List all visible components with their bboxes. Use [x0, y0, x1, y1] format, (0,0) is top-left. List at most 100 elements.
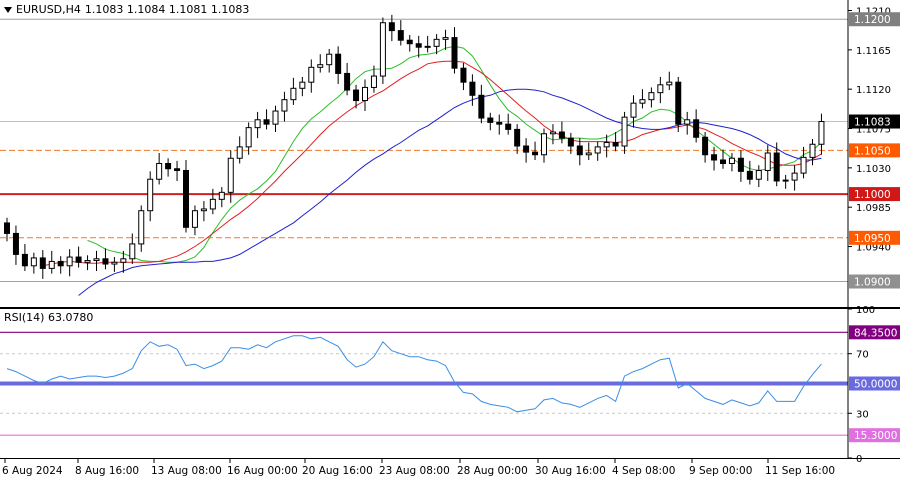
candle-body: [585, 152, 592, 156]
candle-body: [165, 162, 172, 170]
time-tick-label: 6 Aug 2024: [2, 465, 63, 477]
chart-header: EURUSD,H4 1.1083 1.1084 1.1081 1.1083: [4, 3, 249, 16]
rsi-level-label: 50.0000: [854, 379, 897, 391]
candle-body: [720, 159, 726, 164]
candle-body: [532, 151, 539, 156]
candle-body: [433, 38, 440, 47]
price-tick-label: 1.1030: [856, 164, 891, 175]
candle-body: [254, 119, 261, 129]
candle-body: [728, 157, 735, 164]
candle-body: [236, 146, 243, 159]
rsi-tick-label: 30: [856, 409, 869, 420]
candle-body: [147, 178, 154, 212]
current-price-badge: [849, 114, 900, 129]
candle-body: [549, 131, 556, 135]
candle-body: [245, 127, 252, 148]
candle-body: [39, 257, 46, 269]
candle-body: [451, 37, 458, 69]
level-badge-label: 1.1050: [854, 145, 891, 157]
price-tick-label: 1.1165: [856, 46, 891, 57]
price-tick-label: 1.0940: [856, 243, 891, 254]
time-tick-label: 28 Aug 00:00: [457, 465, 528, 477]
level-badge: [849, 187, 900, 202]
rsi-tick-label: 0: [856, 454, 862, 465]
candle-body: [800, 156, 807, 174]
ma-line: [42, 60, 822, 267]
candle-body: [21, 253, 28, 267]
candle-body: [138, 210, 145, 245]
price-tick-label: 1.1075: [856, 125, 891, 136]
candle-body: [746, 170, 753, 180]
dropdown-triangle-icon[interactable]: [4, 6, 12, 13]
candle-body: [209, 198, 216, 210]
candle-body: [567, 137, 574, 147]
level-badge: [849, 230, 900, 245]
candle-body: [326, 53, 333, 66]
candle-body: [281, 99, 288, 112]
time-tick-label: 11 Sep 16:00: [765, 465, 835, 477]
rsi-level-badge: [849, 325, 900, 340]
level-badge-label: 1.0950: [854, 233, 891, 245]
candle-body: [478, 94, 485, 119]
time-tick-label: 4 Sep 08:00: [612, 465, 675, 477]
candle-body: [370, 75, 377, 88]
candle-body: [263, 119, 270, 125]
candle-body: [773, 152, 780, 182]
candle-body: [200, 208, 207, 212]
candle-body: [12, 232, 19, 255]
candle-body: [218, 191, 225, 200]
time-tick-label: 9 Sep 00:00: [689, 465, 752, 477]
candle-body: [737, 157, 744, 172]
symbol-label: EURUSD,H4: [16, 3, 81, 16]
candle-body: [388, 22, 395, 32]
time-tick-label: 20 Aug 16:00: [302, 465, 373, 477]
candle-body: [818, 121, 825, 145]
candle-body: [612, 142, 619, 147]
candle-body: [711, 154, 718, 161]
candle-body: [156, 162, 163, 180]
rsi-chart[interactable]: [0, 331, 848, 436]
level-badge: [849, 274, 900, 289]
candle-body: [657, 84, 664, 94]
candle-body: [415, 43, 422, 48]
price-tick-label: 1.1210: [856, 6, 891, 17]
time-tick-label: 30 Aug 16:00: [535, 465, 606, 477]
price-chart[interactable]: [0, 14, 848, 296]
candle-body: [764, 152, 771, 171]
candle-body: [469, 81, 476, 96]
ma-line: [78, 88, 822, 296]
candle-body: [362, 86, 368, 102]
time-tick-label: 8 Aug 16:00: [75, 465, 139, 477]
time-axis: 6 Aug 2024 8 Aug 16:00 13 Aug 08:00 16 Aug …: [2, 458, 835, 477]
candle-body: [48, 260, 55, 269]
level-badge-label: 1.1000: [854, 189, 891, 201]
candle-body: [272, 110, 279, 125]
price-tick-label: 1.0985: [856, 203, 891, 214]
level-badge-label: 1.0900: [854, 277, 891, 289]
candle-body: [174, 168, 181, 171]
candle-body: [111, 261, 118, 265]
price-axis: 1.1210 1.1165 1.1120 1.1075 1.1030 1.0985 1.09…: [0, 0, 900, 465]
candle-body: [317, 64, 324, 68]
candle-body: [191, 210, 198, 228]
candle-body: [514, 128, 521, 147]
candle-body: [344, 72, 351, 91]
candle-body: [290, 87, 297, 101]
candle-body: [120, 258, 127, 263]
candle-body: [675, 81, 682, 125]
candle-body: [496, 121, 503, 125]
candle-body: [129, 243, 136, 260]
rsi-tick-label: 100: [856, 305, 875, 316]
candle-body: [666, 81, 673, 86]
candle-body: [30, 257, 37, 267]
candle-body: [523, 145, 530, 153]
candle-body: [684, 119, 691, 125]
level-badge: [849, 12, 900, 27]
candle-body: [102, 258, 109, 265]
candle-body: [183, 169, 189, 228]
ohlc-values: 1.1083 1.1084 1.1081 1.1083: [84, 3, 250, 16]
candle-body: [308, 66, 315, 83]
time-tick-label: 16 Aug 00:00: [227, 465, 298, 477]
candle-body: [57, 260, 64, 267]
